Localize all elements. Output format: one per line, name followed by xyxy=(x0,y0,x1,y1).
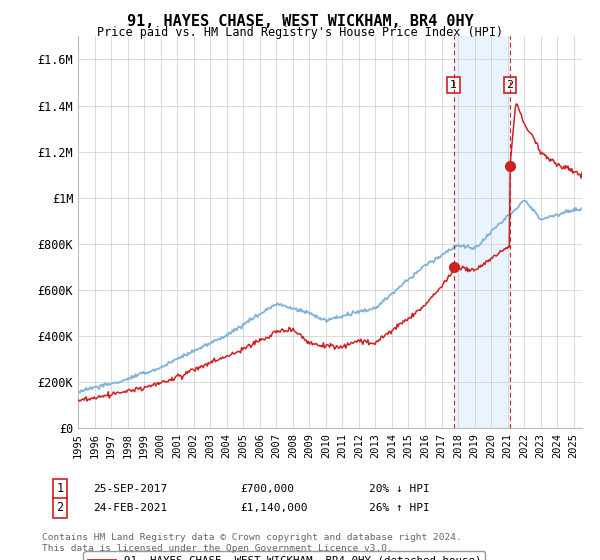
Text: 1: 1 xyxy=(56,482,64,496)
Text: 25-SEP-2017: 25-SEP-2017 xyxy=(93,484,167,494)
Text: Price paid vs. HM Land Registry's House Price Index (HPI): Price paid vs. HM Land Registry's House … xyxy=(97,26,503,39)
Text: £700,000: £700,000 xyxy=(240,484,294,494)
Text: 1: 1 xyxy=(450,80,457,90)
Legend: 91, HAYES CHASE, WEST WICKHAM, BR4 0HY (detached house), HPI: Average price, det: 91, HAYES CHASE, WEST WICKHAM, BR4 0HY (… xyxy=(83,552,485,560)
Bar xyxy=(454,36,510,428)
Text: 24-FEB-2021: 24-FEB-2021 xyxy=(93,503,167,513)
Text: 26% ↑ HPI: 26% ↑ HPI xyxy=(369,503,430,513)
Text: £1,140,000: £1,140,000 xyxy=(240,503,308,513)
Text: 2: 2 xyxy=(56,501,64,515)
Text: 91, HAYES CHASE, WEST WICKHAM, BR4 0HY: 91, HAYES CHASE, WEST WICKHAM, BR4 0HY xyxy=(127,14,473,29)
Text: 2: 2 xyxy=(506,80,514,90)
Text: Contains HM Land Registry data © Crown copyright and database right 2024.
This d: Contains HM Land Registry data © Crown c… xyxy=(42,533,462,553)
Text: 20% ↓ HPI: 20% ↓ HPI xyxy=(369,484,430,494)
